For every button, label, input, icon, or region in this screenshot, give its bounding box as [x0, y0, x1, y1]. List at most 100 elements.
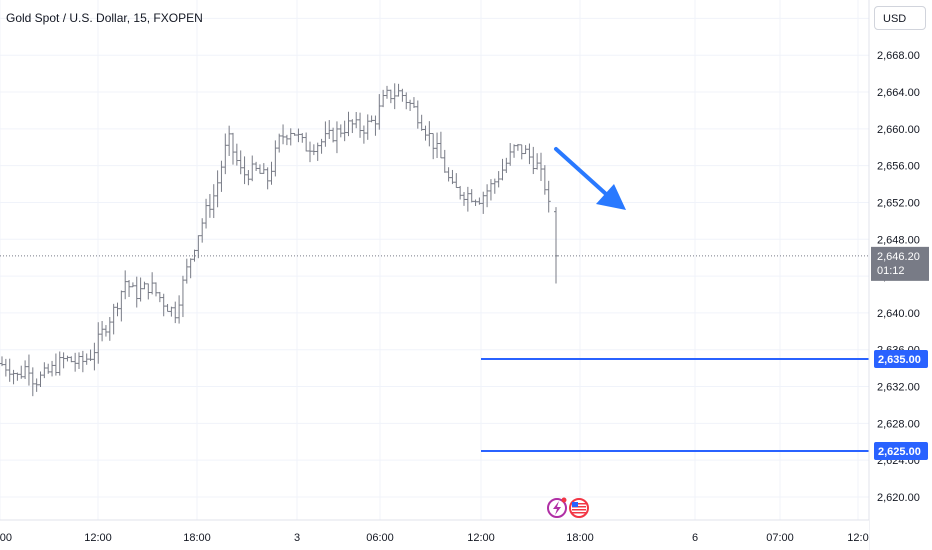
- time-tick-label: 12:0: [847, 532, 868, 544]
- ohlc-bar: [100, 320, 105, 342]
- ohlc-bar: [123, 270, 128, 300]
- ohlc-bar: [450, 169, 455, 185]
- ohlc-bar: [396, 83, 401, 97]
- lightning-event-icon[interactable]: [547, 497, 567, 518]
- ohlc-bar: [323, 121, 328, 147]
- ohlc-bar: [150, 272, 155, 295]
- ohlc-bar: [523, 145, 528, 155]
- ohlc-bar: [492, 178, 497, 194]
- ohlc-bar: [296, 128, 301, 143]
- ohlc-bar: [196, 235, 201, 259]
- ohlc-bar: [115, 302, 120, 317]
- price-tick-label: 2,632.00: [877, 382, 920, 394]
- currency-selector[interactable]: USD: [874, 6, 926, 30]
- ohlc-bar: [465, 186, 470, 212]
- ohlc-bar: [504, 157, 509, 173]
- ohlc-bar: [184, 258, 189, 284]
- horizontal-levels[interactable]: [481, 357, 869, 452]
- ohlc-bar: [512, 144, 517, 158]
- ohlc-bar: [288, 128, 293, 146]
- ohlc-bar: [180, 275, 185, 318]
- notification-dot: [561, 497, 567, 503]
- ohlc-bar-last: [554, 207, 558, 284]
- ohlc-bar: [400, 88, 405, 102]
- ohlc-bar: [161, 293, 166, 317]
- time-tick-label: 18:00: [566, 532, 594, 544]
- ohlc-bar: [477, 197, 482, 205]
- event-markers[interactable]: [547, 497, 589, 518]
- ohlc-bar: [223, 133, 228, 175]
- time-tick-label: 06:00: [366, 532, 394, 544]
- ohlc-bar: [388, 89, 393, 104]
- flag-canton: [572, 502, 578, 507]
- ohlc-bar: [96, 322, 101, 364]
- ohlc-bar: [84, 353, 89, 365]
- level-price-label: 2,625.00: [878, 446, 921, 458]
- ohlc-bar: [488, 179, 493, 201]
- ohlc-bar: [377, 94, 382, 130]
- ohlc-bar: [257, 164, 262, 174]
- ohlc-bar: [284, 134, 289, 146]
- ohlc-bar: [169, 306, 174, 317]
- level-price-tag: [874, 441, 928, 460]
- ohlc-bar: [119, 290, 124, 322]
- ohlc-bar: [315, 142, 320, 161]
- ohlc-bar: [273, 140, 278, 177]
- price-axis[interactable]: 2,620.002,624.002,628.002,632.002,636.00…: [868, 0, 932, 550]
- ohlc-bar: [458, 185, 463, 200]
- ohlc-bar: [261, 163, 266, 174]
- time-tick-label: 12:00: [467, 532, 495, 544]
- price-tick-label: 2,628.00: [877, 418, 920, 430]
- ohlc-bar: [473, 199, 478, 206]
- ohlc-bar: [61, 352, 66, 369]
- ohlc-bar: [11, 369, 16, 385]
- ohlc-bar: [327, 120, 332, 139]
- ohlc-bar: [173, 301, 178, 324]
- chart-grid: [0, 0, 869, 520]
- ohlc-bar: [0, 356, 4, 367]
- ohlc-bar: [515, 143, 520, 151]
- ohlc-bar: [65, 355, 70, 362]
- ohlc-bar: [381, 89, 386, 108]
- ohlc-bar: [319, 138, 324, 154]
- ohlc-bar: [358, 112, 363, 138]
- ohlc-bar: [53, 353, 58, 376]
- ohlc-bar: [373, 115, 378, 136]
- ohlc-bar: [408, 99, 413, 111]
- ohlc-bar: [134, 276, 139, 308]
- ohlc-bar: [23, 360, 28, 380]
- ohlc-bar: [69, 356, 74, 363]
- ohlc-bar: [454, 173, 459, 189]
- time-tick-label: 12:00: [84, 532, 112, 544]
- ohlc-bar: [215, 170, 220, 208]
- us-flag-event-icon[interactable]: [569, 498, 589, 518]
- time-axis[interactable]: 00 12:00 18:00 3 06:00 12:00 18:00 6 07:00 12:0: [0, 519, 869, 550]
- ohlc-bar: [519, 144, 524, 160]
- ohlc-bar: [385, 85, 389, 99]
- ohlc-bar: [415, 100, 420, 129]
- ohlc-bar: [92, 342, 97, 371]
- ohlc-bar: [227, 125, 232, 156]
- ohlc-bar: [369, 115, 374, 123]
- arrow-head: [596, 184, 626, 210]
- down-arrow-annotation[interactable]: [554, 147, 626, 210]
- ohlc-bar: [342, 120, 347, 142]
- ohlc-bar: [130, 282, 135, 288]
- ohlc-bar: [111, 303, 116, 335]
- ohlc-bar: [34, 378, 39, 392]
- ohlc-bar: [138, 277, 143, 302]
- ohlc-bar: [127, 280, 132, 297]
- flag-stripe: [572, 509, 586, 511]
- arrow-shaft: [554, 147, 608, 196]
- price-tick-label: 2,640.00: [877, 308, 920, 320]
- current-price-label: 2,646.20: [877, 251, 920, 263]
- ohlc-bar: [427, 121, 432, 147]
- ohlc-bar: [331, 127, 336, 143]
- ohlc-bar: [192, 249, 197, 262]
- chart-title: Gold Spot / U.S. Dollar, 15, FXOPEN: [6, 11, 203, 25]
- ohlc-bar: [481, 191, 486, 214]
- price-tick-label: 2,648.00: [877, 234, 920, 246]
- ohlc-bar: [500, 158, 505, 181]
- ohlc-bar: [73, 352, 78, 372]
